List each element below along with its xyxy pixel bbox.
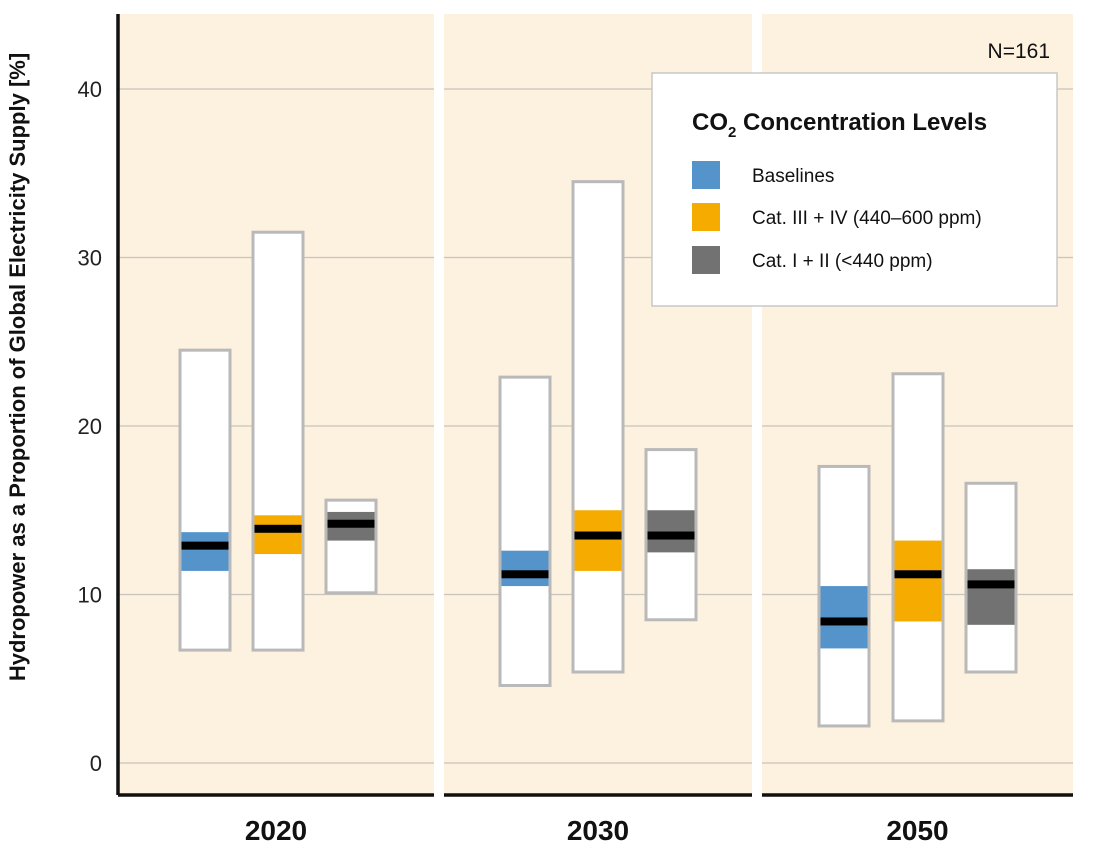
median-bar: [501, 570, 549, 579]
box-2050-series-1: [891, 372, 945, 723]
y-tick-labels: 0 10 20 30 40: [78, 77, 102, 776]
quartile-band: [181, 532, 229, 571]
quartile-band: [254, 515, 302, 555]
median-bar: [647, 531, 695, 540]
quartile-band: [894, 540, 942, 622]
legend-entry: Baselines: [692, 161, 834, 189]
range-box: [498, 375, 552, 687]
box-2050-series-0: [817, 464, 871, 728]
quartile-band: [820, 586, 868, 649]
box-2030-series-0: [498, 375, 552, 687]
legend-title-sub: 2: [728, 124, 736, 141]
legend-label: Cat. III + IV (440–600 ppm): [752, 208, 982, 229]
legend: CO2 Concentration Levels Baselines Cat. I…: [651, 72, 1058, 307]
axes: [116, 14, 1073, 797]
box-2050-series-2: [964, 481, 1018, 674]
y-tick-label: 0: [90, 751, 102, 776]
range-box: [251, 230, 305, 652]
legend-swatch: [692, 161, 720, 189]
median-bar: [254, 524, 302, 533]
legend-swatch: [692, 203, 720, 231]
legend-entry: Cat. III + IV (440–600 ppm): [692, 203, 982, 231]
median-bar: [574, 531, 622, 540]
quartile-band: [967, 569, 1015, 625]
range-box: [571, 180, 625, 674]
quartile-band: [501, 550, 549, 587]
legend-title-rest: Concentration Levels: [736, 109, 987, 136]
panel-label-2050: 2050: [886, 815, 948, 846]
median-bar: [181, 541, 229, 550]
panel-label-2030: 2030: [567, 815, 629, 846]
y-tick-label: 10: [78, 583, 102, 608]
quartile-band: [647, 510, 695, 553]
box-2020-series-1: [251, 230, 305, 652]
y-axis-label: Hydropower as a Proportion of Global Ele…: [5, 53, 30, 681]
median-bar: [820, 617, 868, 626]
quartile-band: [574, 510, 622, 571]
median-bar: [894, 570, 942, 579]
y-tick-label: 30: [78, 246, 102, 271]
y-tick-label: 40: [78, 77, 102, 102]
boxes: [178, 180, 1018, 728]
legend-title-main: CO: [692, 109, 728, 136]
panel-label-2020: 2020: [245, 815, 307, 846]
box-2030-series-2: [644, 448, 698, 622]
median-bar: [967, 580, 1015, 589]
box-2030-series-1: [571, 180, 625, 674]
legend-label: Cat. I + II (<440 ppm): [752, 251, 933, 272]
sample-size-note: N=161: [988, 40, 1050, 63]
legend-entry: Cat. I + II (<440 ppm): [692, 246, 933, 274]
y-tick-label: 20: [78, 414, 102, 439]
range-box: [178, 348, 232, 652]
legend-entries: Baselines Cat. III + IV (440–600 ppm) Cat.…: [692, 161, 982, 274]
legend-title: CO2 Concentration Levels: [692, 109, 987, 141]
box-2020-series-2: [324, 498, 378, 595]
panel-labels: 2020 2030 2050: [245, 815, 949, 846]
legend-swatch: [692, 246, 720, 274]
median-bar: [327, 519, 375, 528]
box-2020-series-0: [178, 348, 232, 652]
legend-label: Baselines: [752, 166, 834, 187]
